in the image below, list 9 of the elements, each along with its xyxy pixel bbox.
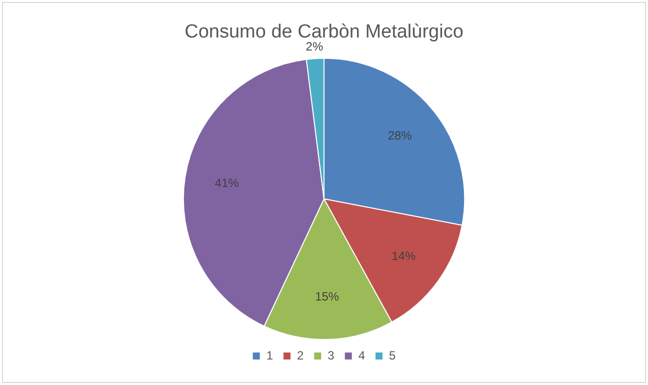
legend-label: 4 bbox=[358, 348, 366, 362]
legend-label: 1 bbox=[266, 348, 274, 362]
data-label: 41% bbox=[214, 176, 240, 190]
legend-label: 2 bbox=[296, 348, 304, 362]
legend-label: 3 bbox=[328, 348, 335, 362]
data-label: 28% bbox=[388, 128, 412, 142]
data-label: 15% bbox=[315, 290, 340, 304]
data-label: 14% bbox=[392, 249, 416, 264]
legend-label: 5 bbox=[389, 348, 396, 362]
